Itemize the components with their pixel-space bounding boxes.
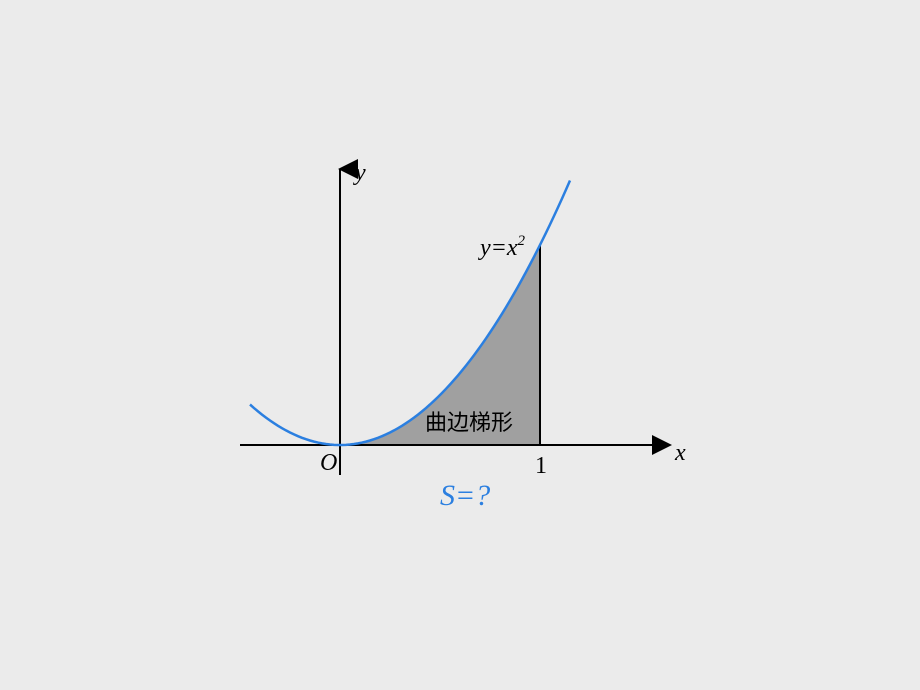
area-question-label: S=?: [440, 479, 490, 512]
y-axis-label: y: [353, 160, 366, 186]
chart-svg: y x O 1 y=x2 曲边梯形 S=?: [230, 135, 690, 555]
curve-label: y=x2: [478, 233, 526, 261]
origin-label: O: [320, 450, 337, 476]
curvilinear-trapezoid-diagram: y x O 1 y=x2 曲边梯形 S=?: [230, 135, 690, 555]
region-label: 曲边梯形: [425, 410, 513, 435]
tick-1-label: 1: [535, 453, 547, 479]
x-axis-label: x: [674, 440, 686, 466]
